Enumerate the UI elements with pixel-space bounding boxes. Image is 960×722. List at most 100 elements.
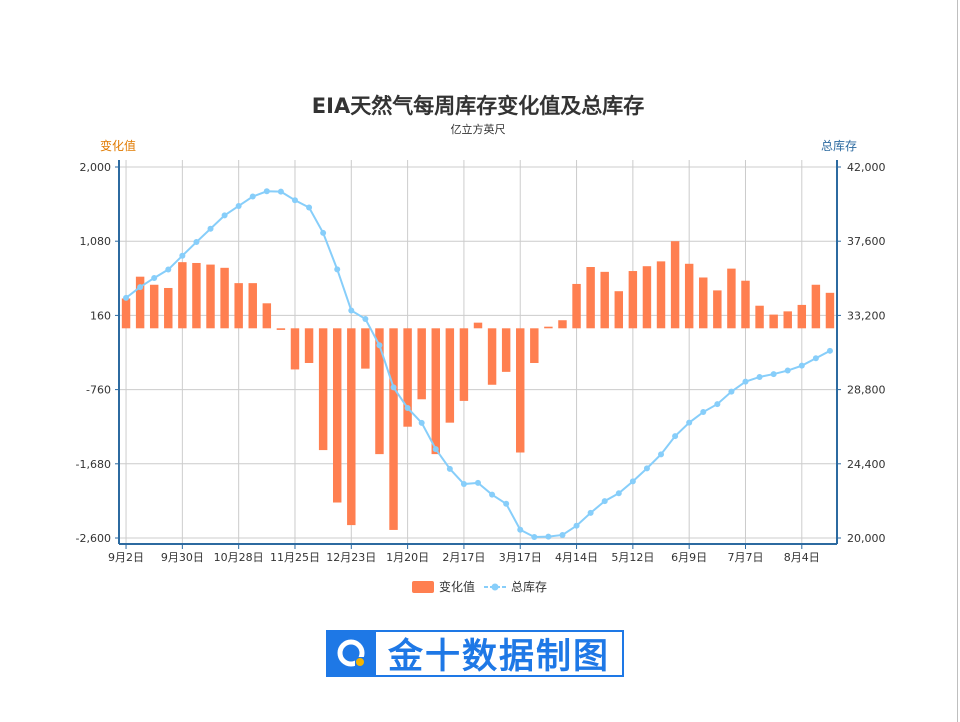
grid-lines xyxy=(119,160,837,544)
bar xyxy=(262,303,272,329)
bar xyxy=(642,266,652,329)
bar xyxy=(220,267,229,329)
legend-line-swatch xyxy=(484,583,506,590)
bar xyxy=(755,305,764,329)
axes: 2,000 1,080 160 -760 -1,680 -2,600 42,000 37,60… xyxy=(76,160,886,564)
total-point xyxy=(334,266,341,273)
total-point xyxy=(432,446,439,453)
total-point xyxy=(686,419,693,426)
bar xyxy=(290,328,300,370)
bar xyxy=(121,298,131,329)
left-axis-label: 变化值 xyxy=(100,138,136,153)
bar xyxy=(628,271,638,329)
x-tick-label: 6月9日 xyxy=(671,551,707,564)
total-point xyxy=(714,401,721,408)
total-point xyxy=(137,284,144,291)
total-point xyxy=(812,355,819,362)
bar xyxy=(811,284,821,329)
bar xyxy=(699,277,708,329)
jin10-logo: 金十数据制图 xyxy=(326,630,624,677)
bar xyxy=(713,290,722,329)
total-point xyxy=(489,491,496,498)
total-point xyxy=(559,531,566,538)
bar xyxy=(361,328,370,369)
bar xyxy=(769,314,778,329)
total-point xyxy=(629,478,636,485)
total-point xyxy=(404,404,411,411)
total-point xyxy=(798,362,805,369)
bar xyxy=(389,328,398,530)
x-tick-label: 11月25日 xyxy=(270,551,320,564)
bar xyxy=(178,262,187,329)
total-point xyxy=(700,409,707,416)
bar xyxy=(670,241,680,329)
x-tick-label: 9月30日 xyxy=(161,551,204,564)
bar xyxy=(347,328,356,526)
bar xyxy=(684,263,694,329)
right-tick-label: 42,000 xyxy=(847,161,886,174)
total-point xyxy=(306,204,313,211)
bar xyxy=(797,304,807,329)
bar xyxy=(403,328,412,427)
bar xyxy=(656,261,666,329)
left-tick-label: -1,680 xyxy=(76,458,111,471)
bar xyxy=(783,311,792,329)
total-point xyxy=(503,500,510,507)
logo-text: 金十数据制图 xyxy=(387,637,610,677)
bar xyxy=(487,328,497,385)
bar xyxy=(431,328,440,455)
total-point xyxy=(291,197,298,204)
total-point xyxy=(446,465,453,472)
total-point xyxy=(235,202,242,209)
total-point xyxy=(545,533,552,540)
x-tick-label: 3月17日 xyxy=(499,551,542,564)
bar xyxy=(248,283,257,329)
chart-legend[interactable]: 变化值 总库存 xyxy=(0,578,960,596)
left-tick-label: 160 xyxy=(90,309,111,322)
total-point xyxy=(418,419,425,426)
total-point xyxy=(643,465,650,472)
legend-bar-swatch xyxy=(412,580,434,593)
total-point xyxy=(123,294,130,301)
total-point xyxy=(658,451,665,458)
chart-title: EIA天然气每周库存变化值及总库存 xyxy=(312,94,644,118)
bar xyxy=(164,287,173,329)
bar xyxy=(741,280,750,329)
bar xyxy=(445,328,455,423)
legend-item-change[interactable]: 变化值 xyxy=(412,578,475,595)
bar xyxy=(332,328,342,503)
left-tick-label: -760 xyxy=(86,384,111,397)
bar xyxy=(544,326,553,329)
right-tick-label: 20,000 xyxy=(847,532,886,545)
x-tick-label: 8月4日 xyxy=(784,551,820,564)
right-axis-label: 总库存 xyxy=(821,138,857,153)
x-tick-label: 7月7日 xyxy=(727,551,763,564)
total-point xyxy=(672,433,679,440)
right-tick-label: 24,400 xyxy=(847,458,886,471)
right-tick-label: 37,600 xyxy=(847,235,886,248)
x-tick-label: 5月12日 xyxy=(611,551,654,564)
total-point xyxy=(460,481,467,488)
total-point xyxy=(531,533,538,540)
bar xyxy=(600,271,609,329)
total-point xyxy=(573,522,580,529)
bar xyxy=(586,267,595,329)
bar xyxy=(192,262,201,329)
total-point xyxy=(742,378,749,385)
jin10-logo-icon xyxy=(328,632,376,675)
bar-series xyxy=(121,241,835,530)
bar xyxy=(276,328,286,330)
bar xyxy=(375,328,384,455)
bar xyxy=(572,283,581,329)
x-tick-label: 9月2日 xyxy=(108,551,144,564)
bar xyxy=(530,328,539,363)
bar xyxy=(473,322,483,329)
total-point xyxy=(756,373,763,380)
total-point xyxy=(587,509,594,516)
total-point xyxy=(207,225,214,232)
bar xyxy=(727,268,736,329)
legend-label-change: 变化值 xyxy=(439,580,476,594)
total-point xyxy=(221,212,228,219)
legend-item-total[interactable]: 总库存 xyxy=(484,578,547,595)
chart-subtitle: 亿立方英尺 xyxy=(451,122,506,136)
